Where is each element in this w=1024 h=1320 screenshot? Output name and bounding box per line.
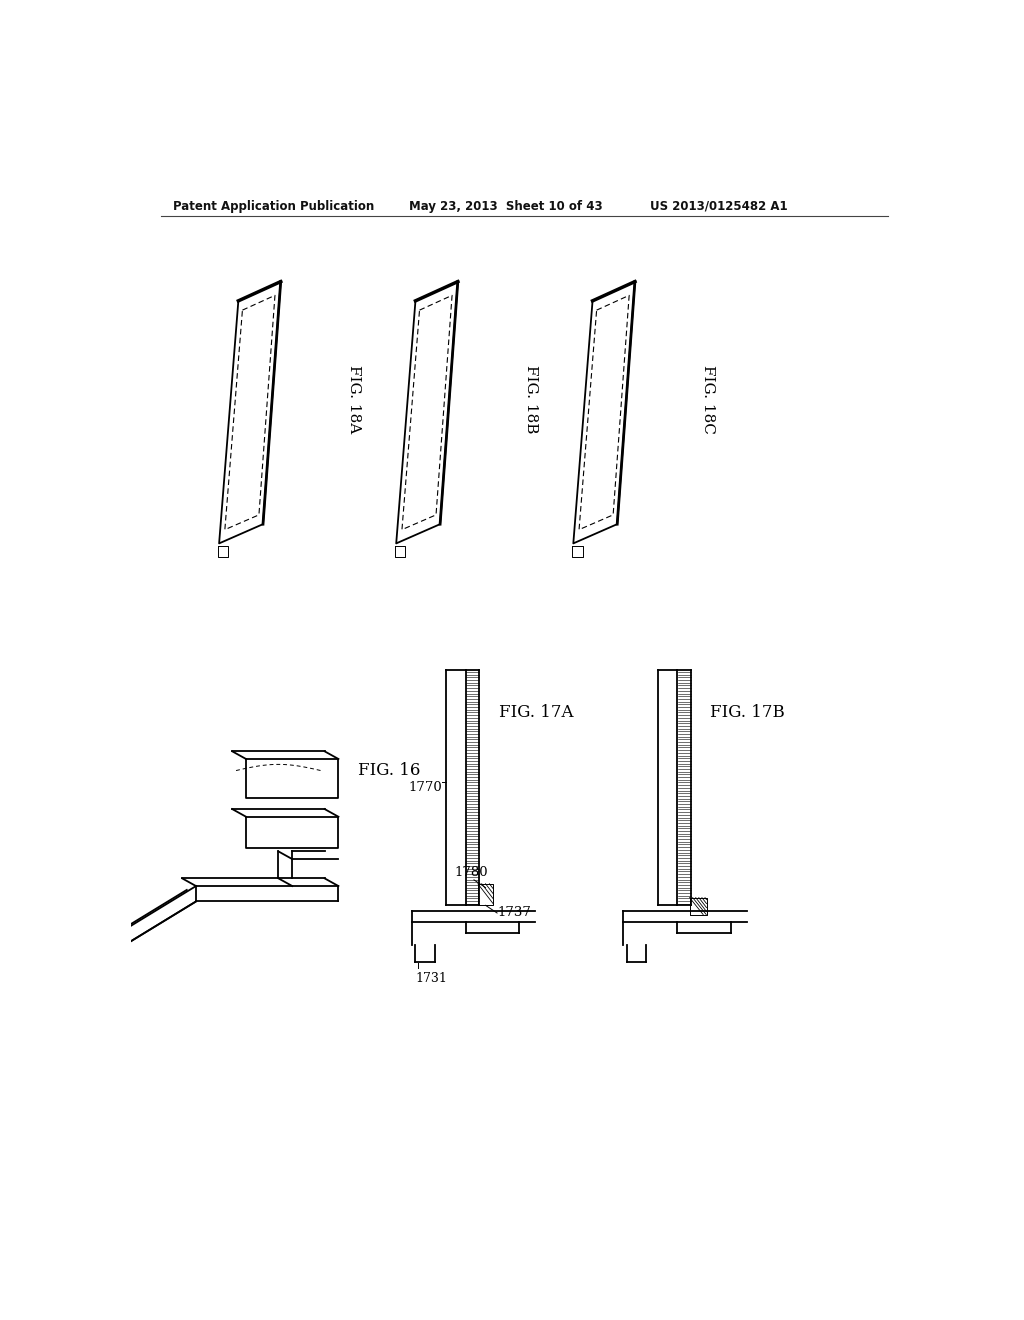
- Text: 1737: 1737: [497, 907, 531, 920]
- Text: FIG. 17B: FIG. 17B: [711, 705, 785, 721]
- Text: FIG. 16: FIG. 16: [357, 762, 420, 779]
- Text: 1731: 1731: [416, 972, 447, 985]
- Text: 1780: 1780: [455, 866, 488, 879]
- Text: FIG. 17A: FIG. 17A: [499, 705, 573, 721]
- Text: US 2013/0125482 A1: US 2013/0125482 A1: [650, 199, 787, 213]
- Text: FIG. 18A: FIG. 18A: [347, 364, 360, 433]
- Text: Patent Application Publication: Patent Application Publication: [173, 199, 374, 213]
- Text: FIG. 18B: FIG. 18B: [524, 364, 538, 433]
- Text: May 23, 2013  Sheet 10 of 43: May 23, 2013 Sheet 10 of 43: [410, 199, 603, 213]
- Text: FIG. 18C: FIG. 18C: [701, 364, 715, 433]
- Text: 1770: 1770: [409, 781, 442, 795]
